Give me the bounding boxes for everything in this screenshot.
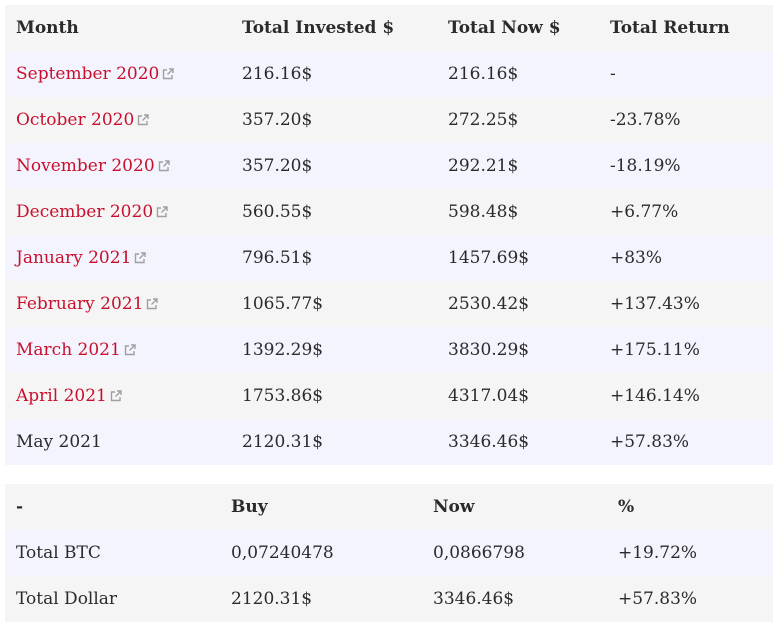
month-link[interactable]: March 2021: [16, 340, 136, 360]
summary-now-cell: 3346.46$: [433, 589, 515, 609]
table-row: October 2020 357.20$ 272.25$ -23.78%: [5, 97, 773, 143]
external-link-icon: [158, 159, 170, 171]
external-link-icon: [156, 205, 168, 217]
month-link-label: October 2020: [16, 110, 135, 130]
month-link-label: April 2021: [16, 386, 107, 406]
summary-pct-cell: +19.72%: [618, 543, 698, 563]
external-link-icon: [138, 113, 149, 125]
table-header-row: Month Total Invested $ Total Now $ Total…: [5, 5, 773, 51]
table-row: April 2021 1753.86$ 4317.04$ +146.14%: [5, 373, 773, 419]
total-invested-cell: 357.20$: [242, 110, 313, 130]
total-invested-cell: 2120.31$: [242, 432, 324, 452]
month-link[interactable]: October 2020: [16, 110, 149, 130]
summary-label-cell: Total Dollar: [16, 589, 118, 609]
month-cell: May 2021: [5, 419, 231, 465]
total-return-cell: +175.11%: [610, 340, 700, 360]
table-row: Total BTC 0,07240478 0,0866798 +19.72%: [5, 530, 773, 576]
table-row: September 2020 216.16$ 216.16$ -: [5, 51, 773, 97]
total-return-cell: +146.14%: [610, 386, 700, 406]
total-now-cell: 1457.69$: [448, 248, 530, 268]
total-now-cell: 4317.04$: [448, 386, 530, 406]
month-link[interactable]: February 2021: [16, 294, 159, 314]
total-return-cell: -: [610, 64, 616, 84]
total-now-cell: 3830.29$: [448, 340, 530, 360]
summary-header-buy: Buy: [231, 497, 268, 517]
total-return-cell: +57.83%: [610, 432, 690, 452]
total-invested-cell: 1065.77$: [242, 294, 324, 314]
summary-header-label: -: [16, 497, 24, 517]
external-link-icon: [163, 67, 175, 79]
header-total-return: Total Return: [610, 18, 730, 38]
month-label: May 2021: [16, 432, 102, 452]
month-cell: December 2020: [5, 189, 231, 235]
month-cell: April 2021: [5, 373, 231, 419]
summary-label-cell: Total BTC: [16, 543, 101, 563]
month-link-label: November 2020: [16, 156, 155, 176]
table-row: May 2021 2120.31$ 3346.46$ +57.83%: [5, 419, 773, 465]
table-row: February 2021 1065.77$ 2530.42$ +137.43%: [5, 281, 773, 327]
external-link-icon: [124, 343, 136, 355]
monthly-investment-table: Month Total Invested $ Total Now $ Total…: [5, 5, 773, 465]
month-cell: March 2021: [5, 327, 231, 373]
total-invested-cell: 1392.29$: [242, 340, 324, 360]
summary-table-body: Total BTC 0,07240478 0,0866798 +19.72% Total…: [5, 530, 773, 622]
month-cell: September 2020: [5, 51, 231, 97]
total-invested-cell: 357.20$: [242, 156, 313, 176]
month-link-label: December 2020: [16, 202, 154, 222]
summary-header-pct: %: [618, 497, 635, 517]
monthly-table-body: September 2020 216.16$ 216.16$ - October 202…: [5, 51, 773, 465]
month-link[interactable]: April 2021: [16, 386, 122, 406]
summary-now-cell: 0,0866798: [433, 543, 525, 563]
summary-buy-cell: 2120.31$: [231, 589, 313, 609]
total-now-cell: 3346.46$: [448, 432, 530, 452]
header-total-invested: Total Invested $: [242, 18, 395, 38]
month-link[interactable]: November 2020: [16, 156, 170, 176]
total-invested-cell: 560.55$: [242, 202, 313, 222]
summary-buy-cell: 0,07240478: [231, 543, 334, 563]
external-link-icon: [135, 251, 147, 263]
total-return-cell: -23.78%: [610, 110, 681, 130]
total-return-cell: +137.43%: [610, 294, 700, 314]
total-now-cell: 292.21$: [448, 156, 519, 176]
summary-table: - Buy Now % Total BTC 0,07240478 0,0866798…: [5, 484, 773, 622]
month-link-label: February 2021: [16, 294, 144, 314]
month-link[interactable]: December 2020: [16, 202, 168, 222]
month-link[interactable]: January 2021: [16, 248, 147, 268]
total-invested-cell: 216.16$: [242, 64, 313, 84]
external-link-icon: [147, 297, 159, 309]
month-cell: November 2020: [5, 143, 231, 189]
table-row: March 2021 1392.29$ 3830.29$ +175.11%: [5, 327, 773, 373]
month-cell: January 2021: [5, 235, 231, 281]
table-row: December 2020 560.55$ 598.48$ +6.77%: [5, 189, 773, 235]
total-now-cell: 272.25$: [448, 110, 519, 130]
total-now-cell: 2530.42$: [448, 294, 530, 314]
month-link[interactable]: September 2020: [16, 64, 175, 84]
summary-header-now: Now: [433, 497, 475, 517]
external-link-icon: [110, 389, 122, 401]
total-now-cell: 216.16$: [448, 64, 519, 84]
header-month: Month: [16, 18, 79, 38]
table-row: January 2021 796.51$ 1457.69$ +83%: [5, 235, 773, 281]
month-cell: February 2021: [5, 281, 231, 327]
month-link-label: January 2021: [16, 248, 132, 268]
total-return-cell: +83%: [610, 248, 663, 268]
total-invested-cell: 1753.86$: [242, 386, 324, 406]
table-row: November 2020 357.20$ 292.21$ -18.19%: [5, 143, 773, 189]
total-return-cell: +6.77%: [610, 202, 679, 222]
total-now-cell: 598.48$: [448, 202, 519, 222]
month-link-label: September 2020: [16, 64, 160, 84]
summary-header-row: - Buy Now %: [5, 484, 773, 530]
month-cell: October 2020: [5, 97, 231, 143]
table-row: Total Dollar 2120.31$ 3346.46$ +57.83%: [5, 576, 773, 622]
month-link-label: March 2021: [16, 340, 121, 360]
total-invested-cell: 796.51$: [242, 248, 313, 268]
header-total-now: Total Now $: [448, 18, 561, 38]
total-return-cell: -18.19%: [610, 156, 681, 176]
summary-pct-cell: +57.83%: [618, 589, 698, 609]
